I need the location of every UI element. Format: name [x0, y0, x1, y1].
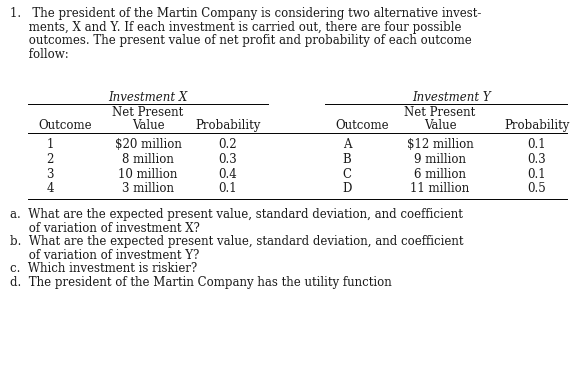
Text: 0.5: 0.5	[528, 182, 546, 195]
Text: 0.2: 0.2	[219, 138, 237, 151]
Text: 4: 4	[46, 182, 54, 195]
Text: Value: Value	[131, 119, 164, 132]
Text: $20 million: $20 million	[114, 138, 181, 151]
Text: of variation of investment Y?: of variation of investment Y?	[10, 249, 200, 262]
Text: 1.   The president of the Martin Company is considering two alternative invest-: 1. The president of the Martin Company i…	[10, 7, 481, 20]
Text: A: A	[343, 138, 351, 151]
Text: b.  What are the expected present value, standard deviation, and coefficient: b. What are the expected present value, …	[10, 235, 464, 248]
Text: 11 million: 11 million	[410, 182, 470, 195]
Text: outcomes. The present value of net profit and probability of each outcome: outcomes. The present value of net profi…	[10, 34, 472, 47]
Text: 0.3: 0.3	[528, 153, 546, 166]
Text: 2: 2	[46, 153, 53, 166]
Text: Net Present: Net Present	[112, 106, 184, 119]
Text: of variation of investment X?: of variation of investment X?	[10, 222, 200, 235]
Text: 0.1: 0.1	[528, 168, 546, 180]
Text: 0.3: 0.3	[218, 153, 237, 166]
Text: 1: 1	[46, 138, 53, 151]
Text: 8 million: 8 million	[122, 153, 174, 166]
Text: 3 million: 3 million	[122, 182, 174, 195]
Text: 0.4: 0.4	[218, 168, 237, 180]
Text: Investment Y: Investment Y	[411, 91, 490, 104]
Text: Net Present: Net Present	[404, 106, 475, 119]
Text: 10 million: 10 million	[119, 168, 178, 180]
Text: Value: Value	[424, 119, 456, 132]
Text: 3: 3	[46, 168, 54, 180]
Text: Outcome: Outcome	[38, 119, 92, 132]
Text: B: B	[343, 153, 352, 166]
Text: Probability: Probability	[504, 119, 570, 132]
Text: d.  The president of the Martin Company has the utility function: d. The president of the Martin Company h…	[10, 276, 392, 289]
Text: 0.1: 0.1	[219, 182, 237, 195]
Text: $12 million: $12 million	[407, 138, 473, 151]
Text: c.  Which investment is riskier?: c. Which investment is riskier?	[10, 262, 197, 275]
Text: 6 million: 6 million	[414, 168, 466, 180]
Text: C: C	[342, 168, 352, 180]
Text: follow:: follow:	[10, 48, 69, 61]
Text: 9 million: 9 million	[414, 153, 466, 166]
Text: Investment X: Investment X	[109, 91, 188, 104]
Text: Outcome: Outcome	[335, 119, 389, 132]
Text: 0.1: 0.1	[528, 138, 546, 151]
Text: Probability: Probability	[195, 119, 261, 132]
Text: D: D	[342, 182, 352, 195]
Text: a.  What are the expected present value, standard deviation, and coefficient: a. What are the expected present value, …	[10, 208, 463, 221]
Text: ments, X and Y. If each investment is carried out, there are four possible: ments, X and Y. If each investment is ca…	[10, 20, 461, 33]
